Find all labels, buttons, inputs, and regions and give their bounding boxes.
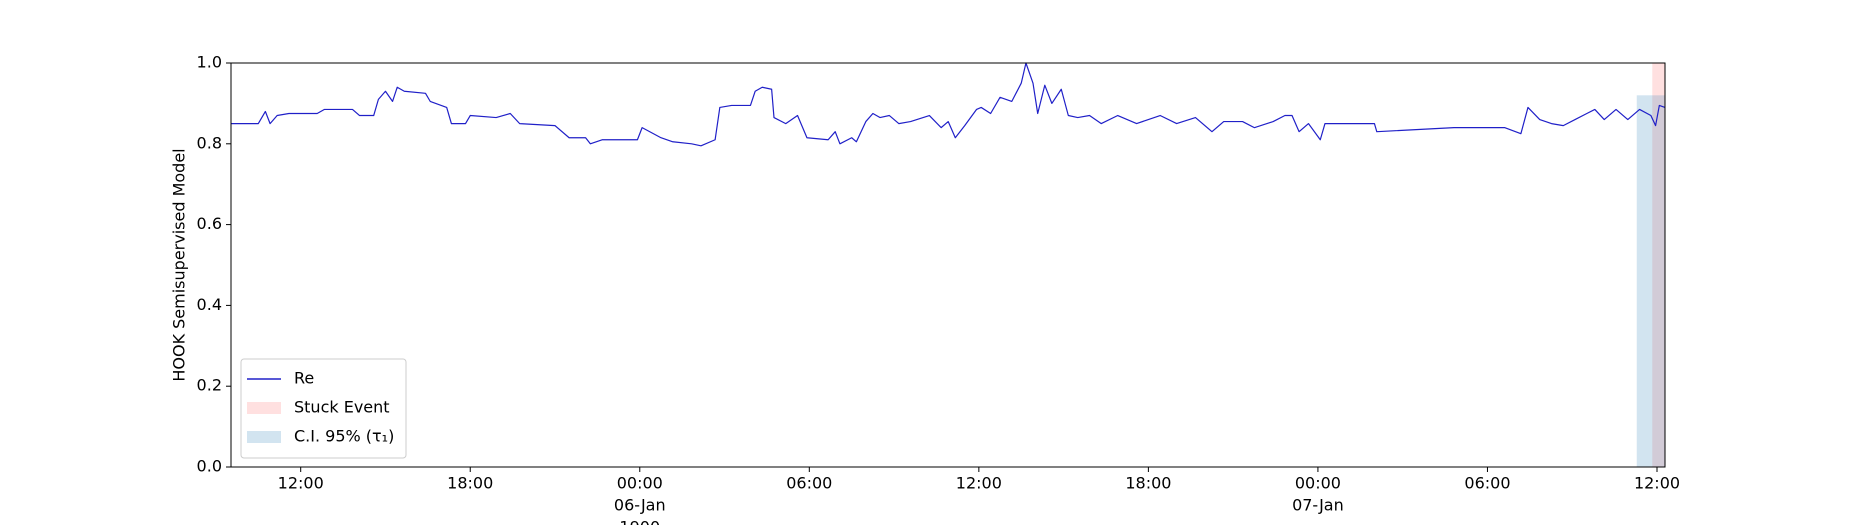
legend: Re Stuck Event C.I. 95% (τ₁) [240,358,407,459]
y-tick-label: 1.0 [197,53,222,72]
legend-label: Re [294,369,314,388]
ci-span [1636,95,1665,467]
y-tick-label: 0.6 [197,214,222,233]
plot-frame [230,62,1666,468]
y-tick-label: 0.0 [197,457,222,476]
x-tick-label: 06:00 [786,474,832,493]
x-tick-label: 00:00 [1295,474,1341,493]
y-tick-label: 0.2 [197,376,222,395]
legend-label: Stuck Event [294,398,390,417]
x-tick-label: 1900 [619,518,660,525]
x-tick-label: 06:00 [1464,474,1510,493]
x-tick-label: 12:00 [956,474,1002,493]
x-tick-label: 18:00 [1125,474,1171,493]
x-tick-label: 00:00 [617,474,663,493]
y-tick-label: 0.4 [197,295,222,314]
x-tick-label: 07-Jan [1292,496,1344,515]
legend-box [240,358,407,459]
x-tick-label: 12:00 [1634,474,1680,493]
y-axis-label: HOOK Semisupervised Model [170,148,189,381]
legend-label: C.I. 95% (τ₁) [294,427,394,446]
data-line [231,62,1666,147]
y-tick-label: 0.8 [197,133,222,152]
legend-swatch [247,431,281,443]
x-tick-label: 12:00 [278,474,324,493]
legend-swatch [247,402,281,414]
x-tick-label: 18:00 [447,474,493,493]
x-tick-label: 06-Jan [614,496,666,515]
stuck-event-span [1652,63,1665,467]
